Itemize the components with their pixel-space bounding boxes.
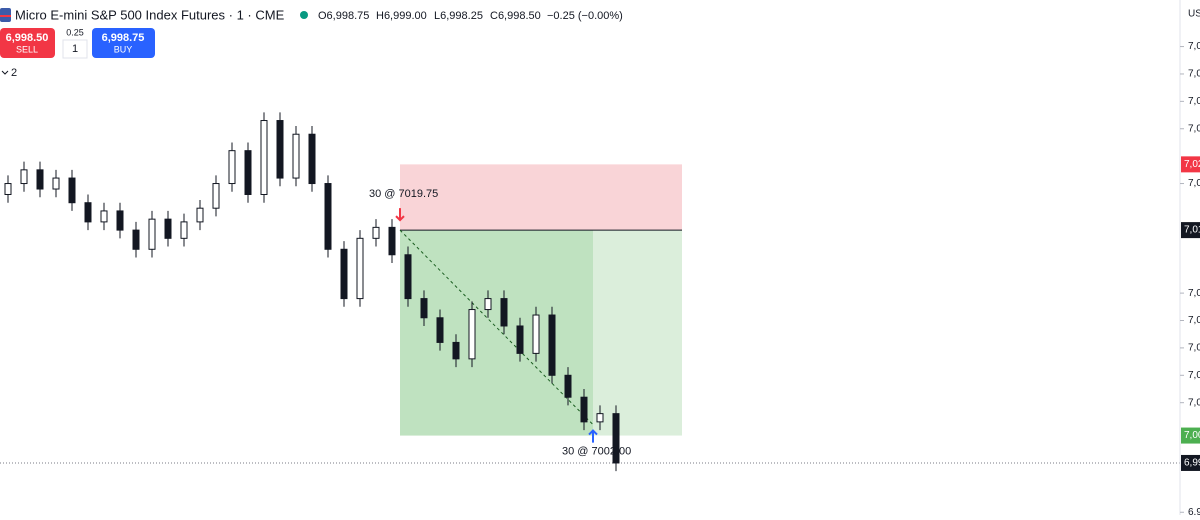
trade-label: 30 @ 7002.00 xyxy=(562,446,631,458)
high: H6,999.00 xyxy=(376,10,427,22)
y-tick-label: 7,011.50 xyxy=(1188,315,1200,326)
buy-button[interactable] xyxy=(92,28,155,58)
price-axis: USD 7,036.50 7,034.00 7,031.50 7,029.00 7,02… xyxy=(1180,9,1200,515)
candle-body xyxy=(244,150,252,195)
price-marker-label: 6,998.50 xyxy=(1184,458,1200,469)
candle-body xyxy=(100,210,108,223)
y-tick-label: 7,036.50 xyxy=(1188,41,1200,52)
candle-body xyxy=(468,309,476,360)
indicator-toggle[interactable]: 2 xyxy=(11,67,17,79)
candle-body xyxy=(548,314,556,376)
y-tick-label: 7,004.00 xyxy=(1188,397,1200,408)
candle-body xyxy=(68,177,76,204)
y-tick-label: 7,024.00 xyxy=(1188,178,1200,189)
price-marker xyxy=(1181,454,1200,471)
candle-body xyxy=(36,169,44,190)
candle-body xyxy=(340,248,348,300)
candle-body xyxy=(228,150,236,185)
y-tick-label: 7,029.00 xyxy=(1188,123,1200,134)
candle-body xyxy=(516,325,524,354)
y-tick-label: 6,994.00 xyxy=(1188,507,1200,515)
quantity-box[interactable] xyxy=(62,39,88,59)
price-marker-label: 7,001.00 xyxy=(1184,430,1200,441)
candle-body xyxy=(260,120,268,195)
sell-arrow xyxy=(395,208,405,222)
candle-body xyxy=(596,413,604,423)
candle-body xyxy=(388,226,396,256)
trade-path xyxy=(399,229,594,425)
symbol-title: Micro E-mini S&P 500 Index Futures · 1 ·… xyxy=(15,7,285,22)
candle-body xyxy=(436,317,444,343)
plot-area: 30 @ 7019.75 30 @ 7002.00 xyxy=(0,112,1180,472)
candle-body xyxy=(452,341,460,360)
candle-body xyxy=(484,298,492,311)
candle-body xyxy=(500,298,508,327)
candle-body xyxy=(52,177,60,190)
close: C6,998.50 xyxy=(490,10,541,22)
spread: 0.25 xyxy=(66,27,84,37)
y-tick-label: 7,014.00 xyxy=(1188,288,1200,299)
candle-body xyxy=(404,254,412,300)
candle-body xyxy=(164,218,172,239)
candle-body xyxy=(356,237,364,300)
buy-arrow xyxy=(588,429,598,443)
price-marker-label: 7,025.75 xyxy=(1184,159,1200,170)
axis-unit: USD xyxy=(1188,9,1200,20)
candle-body xyxy=(612,413,620,464)
realized-zone xyxy=(400,230,593,436)
candle-body xyxy=(148,218,156,250)
candle-body xyxy=(196,207,204,223)
candle-body xyxy=(180,221,188,239)
candle-body xyxy=(132,229,140,250)
y-tick-label: 7,009.00 xyxy=(1188,343,1200,354)
candle-body xyxy=(580,396,588,423)
price-marker xyxy=(1181,222,1200,239)
y-tick-label: 7,031.50 xyxy=(1188,96,1200,107)
flag-stripe xyxy=(0,15,11,17)
candle-body xyxy=(292,133,300,179)
buy-label: BUY xyxy=(114,44,133,54)
trade-label: 30 @ 7019.75 xyxy=(369,188,438,200)
low: L6,998.25 xyxy=(434,10,483,22)
y-tick-label: 7,006.50 xyxy=(1188,370,1200,381)
price-marker xyxy=(1181,156,1200,173)
toggle-chevron[interactable] xyxy=(1,70,9,75)
header: Micro E-mini S&P 500 Index Futures · 1 ·… xyxy=(0,7,623,22)
price-marker xyxy=(1181,427,1200,444)
sell-button[interactable] xyxy=(0,28,55,58)
candle-body xyxy=(20,169,28,185)
candle-body xyxy=(308,133,316,185)
stop-zone xyxy=(400,164,682,231)
candle-body xyxy=(420,298,428,319)
quantity: 1 xyxy=(72,43,78,55)
candle-body xyxy=(372,226,380,239)
y-tick-label: 7,034.00 xyxy=(1188,69,1200,80)
candle-body xyxy=(324,183,332,250)
order-panel: 6,998.50 SELL 0.25 1 6,998.75 BUY 2 xyxy=(0,27,155,79)
candle-body xyxy=(564,374,572,398)
market-status xyxy=(300,11,308,19)
sell-price: 6,998.50 xyxy=(6,32,49,44)
change: −0.25 (−0.00%) xyxy=(547,10,623,22)
candle-body xyxy=(532,314,540,354)
candle-body xyxy=(116,210,124,231)
price-marker-label: 7,019.75 xyxy=(1184,225,1200,236)
sell-label: SELL xyxy=(16,44,38,54)
candle-body xyxy=(84,202,92,223)
open: O6,998.75 xyxy=(318,10,369,22)
candle-body xyxy=(276,120,284,179)
candle-body xyxy=(4,183,12,195)
buy-price: 6,998.75 xyxy=(102,32,145,44)
candle-body xyxy=(212,183,220,209)
